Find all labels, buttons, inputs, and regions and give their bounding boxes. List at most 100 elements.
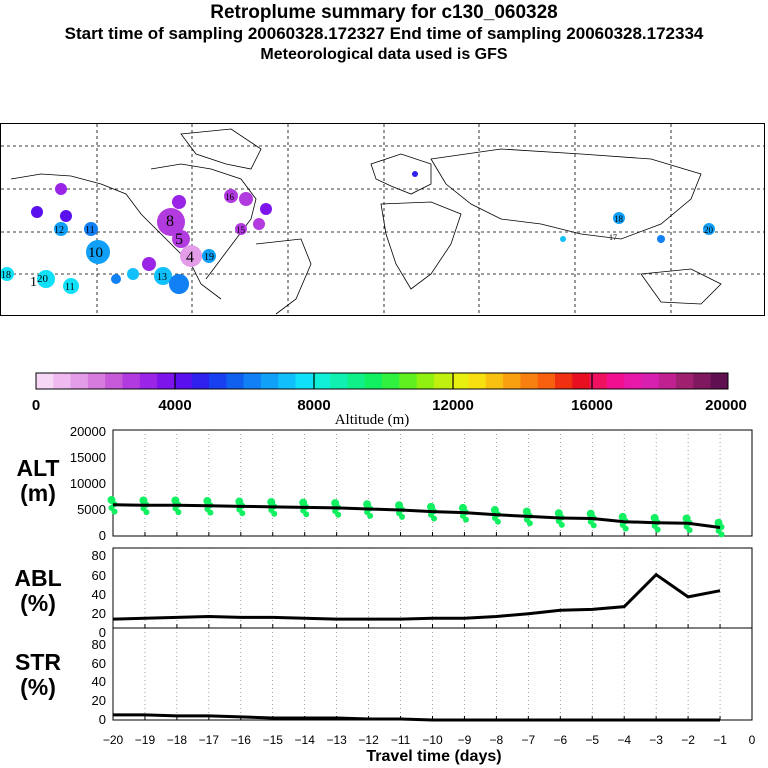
map-label: 19 — [204, 252, 214, 263]
str-panel-label: STR (%) — [10, 650, 66, 700]
coastlines — [10, 128, 722, 315]
colorbar-swatch — [589, 373, 608, 389]
colorbar-tick: 8000 — [297, 397, 330, 414]
alt-scatter-point — [718, 531, 725, 538]
met-data-note: Meteorological data used is GFS — [260, 46, 508, 63]
map-label: 10 — [88, 245, 103, 261]
colorbar-swatch — [87, 373, 106, 389]
colorbar-swatch — [105, 373, 123, 389]
map-dot — [142, 257, 156, 271]
map-dot — [86, 240, 110, 264]
map-dot — [55, 183, 67, 195]
alt-scatter-point — [686, 527, 693, 534]
map-label: 11 — [65, 282, 75, 293]
alt-scatter-point — [399, 513, 406, 520]
colorbar-tick: 12000 — [432, 397, 474, 414]
x-tick-label: −12 — [358, 733, 379, 747]
str-ytick: 80 — [92, 637, 106, 652]
map-label: 20 — [704, 225, 714, 235]
x-tick-label: −8 — [490, 733, 504, 747]
abl-ytick: 20 — [92, 606, 106, 621]
alt-label-line2: (m) — [20, 480, 56, 506]
colorbar-swatch — [36, 373, 54, 389]
colorbar-tick: 4000 — [158, 397, 191, 414]
x-tick-label: −11 — [391, 733, 411, 747]
abl-panel-label: ABL (%) — [10, 566, 66, 616]
colorbar-swatch — [122, 373, 141, 389]
colorbar-swatch — [226, 373, 245, 389]
map-label: 17 — [609, 233, 617, 242]
colorbar-swatch — [451, 373, 469, 389]
colorbar-swatch — [468, 373, 487, 389]
x-tick-label: 0 — [749, 733, 756, 747]
map-dot — [63, 278, 79, 294]
map-label: 5 — [175, 231, 183, 248]
colorbar-frame — [35, 372, 729, 390]
colorbar-swatch — [260, 373, 279, 389]
alt-panel — [107, 429, 753, 538]
map-dot — [657, 235, 665, 243]
colorbar-tick: 0 — [32, 397, 40, 414]
map-label: 18 — [614, 214, 624, 224]
map-dot — [180, 245, 202, 267]
map-label: 16 — [225, 192, 235, 202]
sampling-times: Start time of sampling 20060328.172327 E… — [64, 24, 704, 43]
colorbar-swatch — [676, 373, 694, 389]
alt-scatter-point — [207, 509, 214, 516]
alt-scatter-point — [175, 509, 182, 516]
str-ytick: 40 — [92, 674, 106, 689]
colorbar-swatch — [347, 373, 366, 389]
x-axis-label: Travel time (days) — [366, 748, 502, 765]
str-series-line — [113, 713, 721, 722]
x-tick-label: −19 — [135, 733, 156, 747]
colorbar-swatch — [382, 373, 400, 389]
alt-scatter-point — [335, 511, 342, 518]
map-dot — [172, 230, 190, 248]
x-tick-label: −7 — [522, 733, 536, 747]
str-label-line1: STR — [15, 649, 61, 675]
abl-label-line1: ABL — [14, 565, 62, 591]
colorbar-swatch — [295, 373, 314, 389]
colorbar-swatch — [693, 373, 712, 389]
str-panel — [112, 627, 753, 722]
alt-scatter-point — [590, 522, 597, 529]
colorbar-swatch — [278, 373, 296, 389]
colorbar-label: Altitude (m) — [335, 412, 410, 428]
map-dot — [202, 249, 216, 263]
alt-ytick: 5000 — [77, 502, 106, 517]
x-tick-label: −1 — [713, 733, 727, 747]
colorbar-swatch — [710, 373, 729, 389]
colorbar-swatch — [209, 373, 227, 389]
colorbar-swatch — [658, 373, 677, 389]
map-dot — [703, 223, 715, 235]
map-label: 1 — [30, 275, 37, 290]
colorbar-swatch — [503, 373, 521, 389]
colorbar-swatch — [433, 373, 452, 389]
map-dot — [224, 189, 238, 203]
colorbar-swatch — [537, 373, 556, 389]
map-label: 20 — [37, 273, 49, 285]
map-label: 13 — [157, 272, 167, 283]
str-label-line2: (%) — [20, 674, 56, 700]
x-tick-label: −3 — [649, 733, 663, 747]
colorbar-swatch — [191, 373, 210, 389]
map-dot — [172, 195, 186, 209]
colorbar-swatch — [399, 373, 418, 389]
abl-ytick: 80 — [92, 548, 106, 563]
map-dot — [260, 203, 272, 215]
colorbar-swatch — [312, 373, 331, 389]
alt-scatter-point — [111, 508, 118, 515]
alt-ytick: 15000 — [70, 450, 106, 465]
map-dot — [60, 210, 72, 222]
str-ytick: 20 — [92, 693, 106, 708]
x-tick-label: −5 — [585, 733, 599, 747]
x-tick-label: −4 — [617, 733, 631, 747]
colorbar-swatch — [157, 373, 175, 389]
chart-title: Retroplume summary for c130_060328 — [210, 2, 558, 23]
colorbar-swatch — [641, 373, 660, 389]
abl-ytick: 60 — [92, 568, 106, 583]
alt-scatter-point — [143, 509, 150, 516]
colorbar-swatch — [624, 373, 642, 389]
alt-scatter-point — [239, 510, 246, 517]
